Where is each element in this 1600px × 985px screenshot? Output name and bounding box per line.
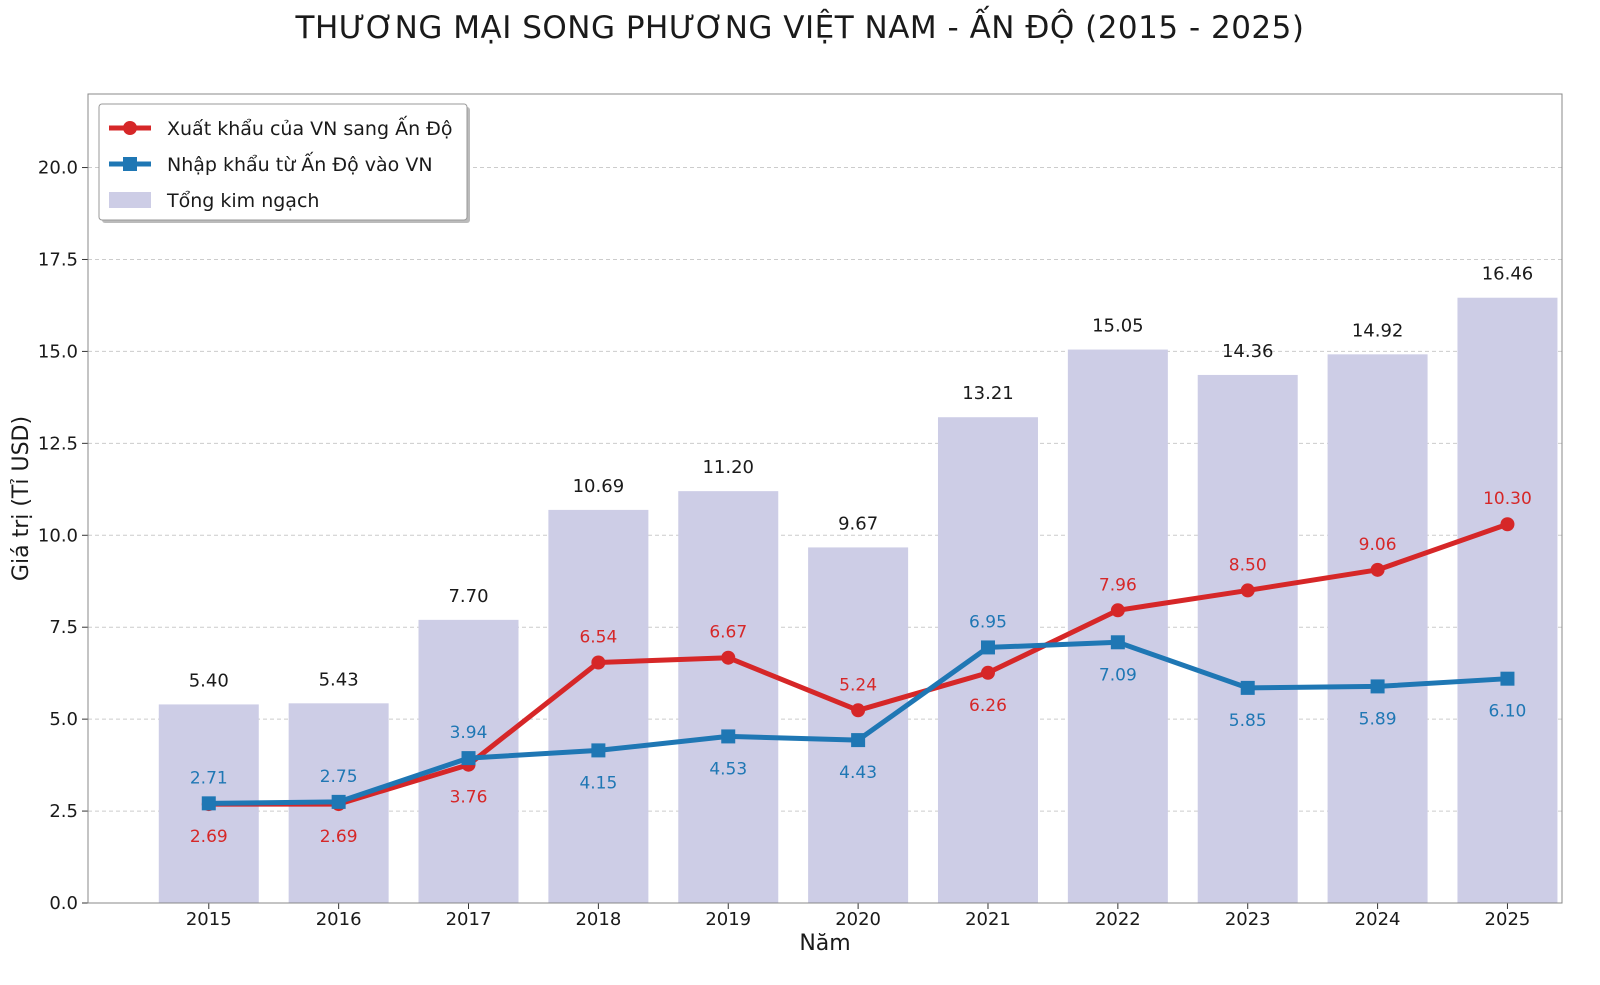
import-value-label: 5.85 xyxy=(1229,711,1267,731)
import-point xyxy=(851,733,866,748)
import-value-label: 4.53 xyxy=(709,759,747,779)
export-value-label: 2.69 xyxy=(190,827,228,847)
x-tick-label: 2016 xyxy=(316,909,362,930)
export-point xyxy=(851,703,866,718)
x-tick-label: 2025 xyxy=(1485,909,1531,930)
export-value-label: 9.06 xyxy=(1359,535,1397,555)
x-tick-label: 2024 xyxy=(1355,909,1401,930)
export-value-label: 2.69 xyxy=(320,827,358,847)
total-value-label: 13.21 xyxy=(962,383,1014,404)
series-lines xyxy=(201,517,1515,812)
total-bar xyxy=(1197,374,1298,904)
x-tick-label: 2023 xyxy=(1225,909,1271,930)
import-point xyxy=(1370,679,1385,694)
total-bar xyxy=(678,491,779,903)
total-value-label: 14.92 xyxy=(1352,320,1404,341)
legend-label: Nhập khẩu từ Ấn Độ vào VN xyxy=(167,151,433,176)
axes: 0.0 2.5 5.0 7.5 10.0 12.5 15.0 17.5 20.0 2015 2016… xyxy=(38,93,1563,930)
legend-label: Xuất khẩu của VN sang Ấn Độ xyxy=(167,115,453,140)
import-point xyxy=(1500,671,1515,686)
import-point xyxy=(591,743,606,758)
y-tick-label: 0.0 xyxy=(49,893,78,914)
y-tick-label: 7.5 xyxy=(49,617,78,638)
export-point xyxy=(591,655,606,670)
import-value-label: 6.10 xyxy=(1489,702,1527,722)
x-tick-label: 2015 xyxy=(186,909,232,930)
legend-marker-square xyxy=(123,157,137,171)
y-tick-label: 10.0 xyxy=(38,525,78,546)
y-axis-title: Giá trị (Tỉ USD) xyxy=(9,416,34,581)
export-point xyxy=(980,665,995,680)
export-point xyxy=(1110,603,1125,618)
legend-box xyxy=(98,103,468,221)
import-point xyxy=(331,794,346,809)
import-value-label: 4.43 xyxy=(839,763,877,783)
import-point xyxy=(201,796,216,811)
total-value-label: 5.40 xyxy=(189,670,229,691)
import-point xyxy=(461,751,476,766)
legend-swatch-total xyxy=(109,192,151,208)
import-value-label: 5.89 xyxy=(1359,709,1397,729)
export-point xyxy=(1370,562,1385,577)
import-point xyxy=(1240,680,1255,695)
legend-marker-circle xyxy=(123,121,137,135)
export-value-label: 6.67 xyxy=(709,623,747,643)
export-value-label: 5.24 xyxy=(839,675,877,695)
import-value-label: 3.94 xyxy=(450,723,488,743)
export-value-label: 6.54 xyxy=(579,628,617,648)
legend: Xuất khẩu của VN sang Ấn Độ Nhập khẩu từ … xyxy=(98,103,470,223)
y-tick-label: 2.5 xyxy=(49,801,78,822)
x-tick-label: 2021 xyxy=(965,909,1011,930)
export-value-label: 7.96 xyxy=(1099,575,1137,595)
x-tick-label: 2018 xyxy=(575,909,621,930)
total-bar xyxy=(808,547,909,903)
total-bar xyxy=(548,509,649,903)
total-bar xyxy=(937,417,1038,903)
chart-title: THƯƠNG MẠI SONG PHƯƠNG VIỆT NAM - ẤN ĐỘ … xyxy=(295,10,1305,46)
x-tick-label: 2019 xyxy=(705,909,751,930)
total-bars xyxy=(158,297,1558,904)
total-value-label: 15.05 xyxy=(1092,316,1144,337)
export-value-label: 3.76 xyxy=(450,788,488,808)
total-value-label: 14.36 xyxy=(1222,341,1274,362)
total-bar xyxy=(1327,354,1428,903)
x-tick-label: 2022 xyxy=(1095,909,1141,930)
import-point xyxy=(721,729,736,744)
import-point xyxy=(980,640,995,655)
y-tick-label: 15.0 xyxy=(38,341,78,362)
export-value-label: 8.50 xyxy=(1229,555,1267,575)
y-tick-label: 5.0 xyxy=(49,709,78,730)
total-value-label: 9.67 xyxy=(838,513,878,534)
total-bar xyxy=(1457,297,1558,903)
plot-frame xyxy=(87,93,1563,904)
import-value-label: 2.75 xyxy=(320,767,358,787)
export-value-label: 6.26 xyxy=(969,696,1007,716)
total-value-label: 5.43 xyxy=(319,669,359,690)
import-value-label: 6.95 xyxy=(969,612,1007,632)
x-tick-label: 2017 xyxy=(446,909,492,930)
import-value-label: 7.09 xyxy=(1099,665,1137,685)
export-value-label: 10.30 xyxy=(1483,489,1532,509)
import-point xyxy=(1110,635,1125,650)
export-point xyxy=(1240,583,1255,598)
y-tick-label: 12.5 xyxy=(38,433,78,454)
total-value-label: 16.46 xyxy=(1482,264,1534,285)
y-tick-label: 17.5 xyxy=(38,249,78,270)
total-value-label: 11.20 xyxy=(702,457,754,478)
total-value-label: 7.70 xyxy=(448,586,488,607)
x-axis-title: Năm xyxy=(799,931,850,956)
x-tick-label: 2020 xyxy=(835,909,881,930)
export-point xyxy=(721,650,736,665)
total-value-label: 10.69 xyxy=(573,476,625,497)
import-value-label: 4.15 xyxy=(579,773,617,793)
y-tick-label: 20.0 xyxy=(38,158,78,179)
import-value-label: 2.71 xyxy=(190,768,228,788)
export-point xyxy=(1500,517,1515,532)
data-labels: 5.40 5.43 7.70 10.69 11.20 9.67 13.21 15.05 14.3… xyxy=(189,264,1533,847)
legend-label: Tổng kim ngạch xyxy=(166,190,319,212)
